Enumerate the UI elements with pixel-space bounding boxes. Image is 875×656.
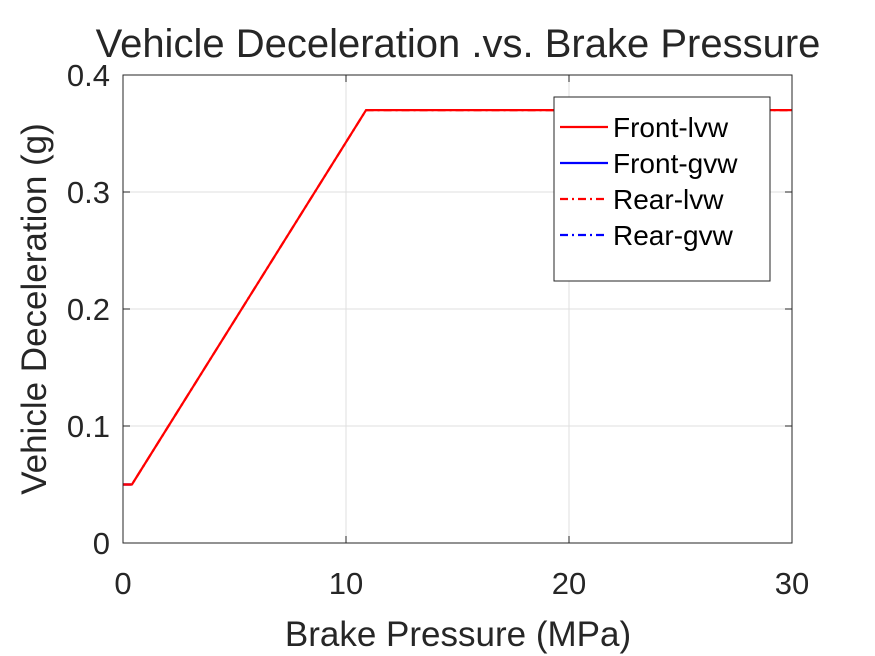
x-tick-labels: 0 10 20 30 <box>114 566 809 601</box>
x-axis-label: Brake Pressure (MPa) <box>285 615 631 654</box>
series-line-rear-lvw <box>123 108 792 486</box>
x-tick-label: 20 <box>552 566 586 601</box>
y-tick-label: 0 <box>93 526 110 561</box>
x-tick-label: 0 <box>114 566 131 601</box>
y-tick-label: 0.3 <box>67 175 110 210</box>
legend-label: Front-gvw <box>613 148 738 179</box>
y-tick-label: 0.1 <box>67 409 110 444</box>
y-tick-label: 0.4 <box>67 58 110 93</box>
chart-title: Vehicle Deceleration .vs. Brake Pressure <box>96 22 821 66</box>
legend: Front-lvw Front-gvw Rear-lvw Rear-gvw <box>553 96 771 282</box>
y-tick-label: 0.2 <box>67 292 110 327</box>
legend-label: Rear-gvw <box>613 220 734 251</box>
legend-label: Rear-lvw <box>613 184 724 215</box>
x-tick-label: 10 <box>329 566 363 601</box>
y-tick-labels: 0 0.1 0.2 0.3 0.4 <box>67 58 110 561</box>
legend-box <box>553 96 771 282</box>
x-tick-label: 30 <box>775 566 809 601</box>
legend-label: Front-lvw <box>613 112 729 143</box>
axis-ticks <box>122 74 793 544</box>
y-axis-label: Vehicle Deceleration (g) <box>15 123 54 495</box>
